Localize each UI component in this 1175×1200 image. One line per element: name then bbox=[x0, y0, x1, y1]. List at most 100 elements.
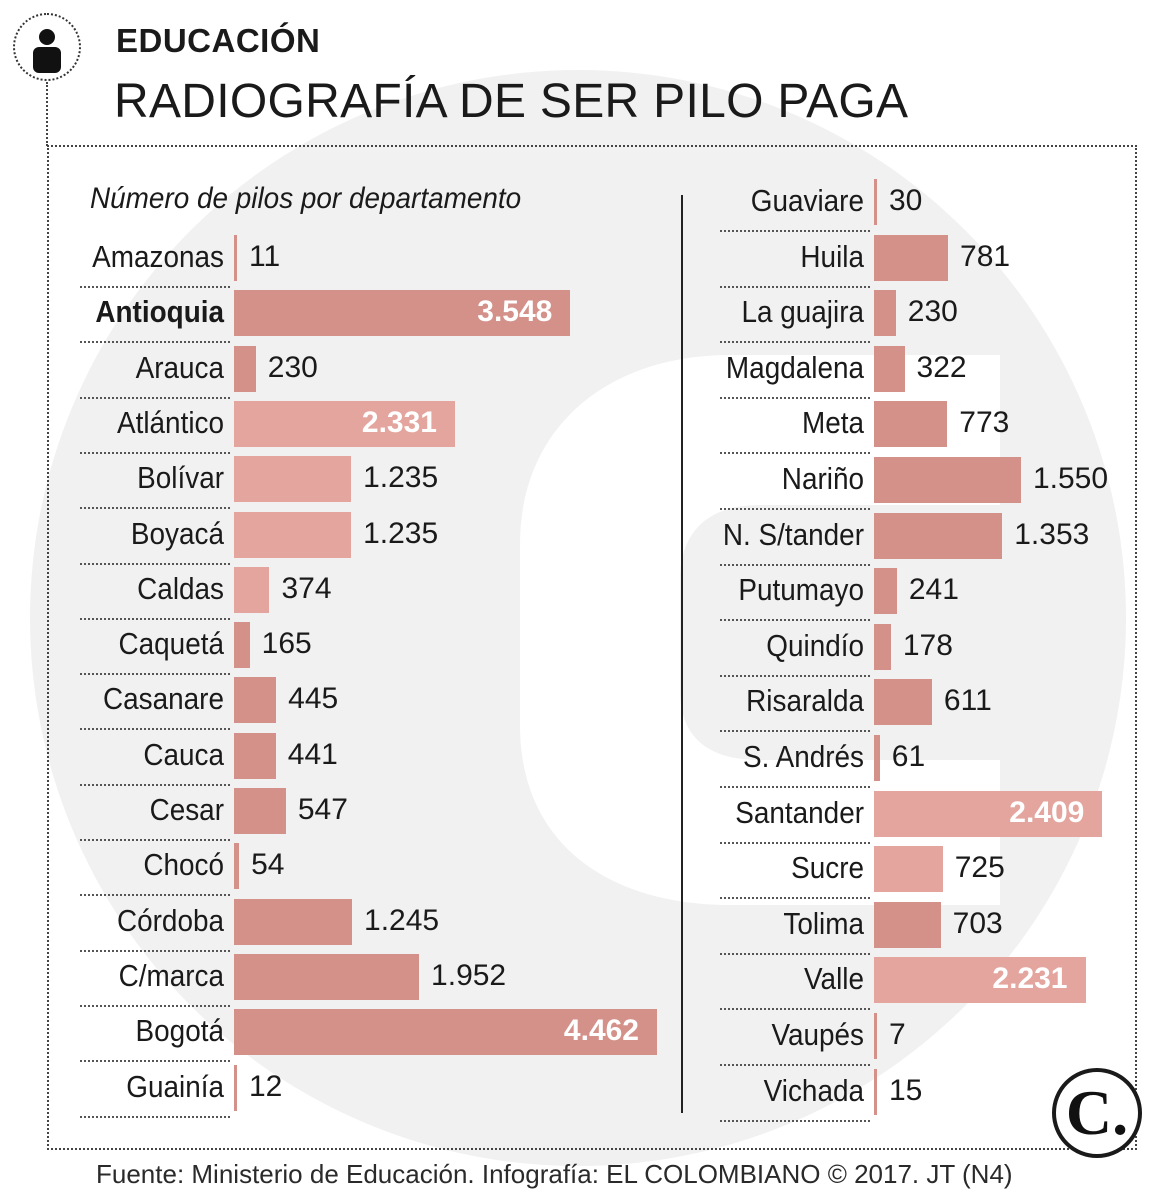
chart-row: N. S/tander 1.353 bbox=[0, 511, 1175, 566]
bar bbox=[874, 234, 949, 281]
chart-row: Chocó 54 bbox=[0, 841, 1175, 897]
bar bbox=[874, 846, 943, 893]
chart-row: Caquetá 165 bbox=[0, 620, 1175, 676]
bar bbox=[234, 345, 256, 392]
header-connector-line bbox=[46, 82, 48, 146]
category-label: Antioquia bbox=[95, 294, 224, 330]
bar bbox=[234, 235, 237, 281]
chart-frame bbox=[47, 145, 1137, 1150]
value-label: 1.235 bbox=[363, 516, 439, 550]
row-separator bbox=[80, 451, 230, 454]
page-title: RADIOGRAFÍA DE SER PILO PAGA bbox=[114, 75, 909, 128]
chart-title: Número de pilos por departamento bbox=[90, 182, 522, 215]
chart-row: La guajira 230 bbox=[0, 288, 1175, 344]
category-label: Risaralda bbox=[746, 683, 864, 719]
value-label: 12 bbox=[249, 1069, 283, 1103]
category-label: Caquetá bbox=[118, 626, 224, 662]
value-label: 445 bbox=[288, 682, 339, 716]
row-separator bbox=[80, 341, 230, 344]
bar bbox=[874, 735, 880, 781]
section-label: EDUCACIÓN bbox=[116, 22, 321, 59]
bar bbox=[874, 512, 1003, 559]
chart-row: Bolívar 1.235 bbox=[0, 454, 1175, 510]
bar bbox=[874, 290, 896, 337]
category-label: Boyacá bbox=[130, 515, 224, 551]
bar bbox=[234, 456, 352, 503]
bar bbox=[874, 790, 1103, 837]
row-separator bbox=[80, 894, 230, 897]
value-label: 1.353 bbox=[1014, 517, 1090, 551]
category-label: Atlántico bbox=[116, 404, 224, 440]
row-separator bbox=[720, 730, 870, 733]
row-separator bbox=[720, 619, 870, 622]
value-label: 7 bbox=[889, 1018, 906, 1051]
chart-row: Vaupés 7 bbox=[0, 1011, 1175, 1066]
value-label: 547 bbox=[297, 793, 348, 826]
value-label: 703 bbox=[952, 906, 1003, 940]
category-label: Nariño bbox=[781, 461, 864, 496]
category-label: Guainía bbox=[126, 1068, 224, 1104]
bar bbox=[874, 568, 897, 615]
chart-row: Bogotá 4.462 bbox=[0, 1007, 1175, 1063]
category-label: Vichada bbox=[763, 1072, 864, 1108]
chart-row: S. Andrés 61 bbox=[0, 733, 1175, 788]
bar bbox=[234, 566, 270, 613]
category-label: Putumayo bbox=[738, 572, 864, 608]
bar bbox=[234, 1009, 657, 1056]
bar bbox=[234, 1064, 237, 1111]
chart-row: Tolima 703 bbox=[0, 900, 1175, 955]
category-label: Magdalena bbox=[725, 349, 864, 385]
value-label: 61 bbox=[891, 740, 926, 773]
chart-row: Quindío 178 bbox=[0, 622, 1175, 677]
bar bbox=[874, 1068, 877, 1115]
row-separator bbox=[720, 563, 870, 566]
category-label: Cauca bbox=[143, 736, 224, 772]
value-label: 2.231 bbox=[992, 962, 1068, 996]
chart-row: Sucre 725 bbox=[0, 844, 1175, 900]
bar bbox=[874, 623, 891, 670]
category-label: Sucre bbox=[791, 850, 864, 886]
chart-row: Antioquia 3.548 bbox=[0, 288, 1175, 344]
chart-row: Guainía 12 bbox=[0, 1063, 1175, 1118]
chart-row: Atlántico 2.331 bbox=[0, 399, 1175, 454]
row-separator bbox=[80, 783, 230, 786]
value-label: 230 bbox=[267, 350, 318, 384]
row-separator bbox=[80, 286, 230, 288]
chart-row: Guaviare 30 bbox=[0, 177, 1175, 232]
value-label: 30 bbox=[889, 184, 923, 217]
value-label: 11 bbox=[249, 240, 281, 273]
row-separator bbox=[80, 1060, 230, 1063]
value-label: 441 bbox=[287, 737, 338, 771]
chart-row: Putumayo 241 bbox=[0, 566, 1175, 622]
value-label: 4.462 bbox=[563, 1014, 639, 1048]
bar bbox=[234, 622, 250, 669]
row-separator bbox=[80, 728, 230, 731]
chart-row: Cauca 441 bbox=[0, 731, 1175, 786]
chart-row: Magdalena 322 bbox=[0, 344, 1175, 399]
row-separator bbox=[720, 508, 870, 510]
row-separator bbox=[720, 452, 870, 455]
value-label: 1.235 bbox=[363, 461, 439, 495]
bar bbox=[234, 732, 276, 779]
chart-row: Meta 773 bbox=[0, 399, 1175, 455]
row-separator bbox=[80, 1004, 230, 1007]
category-label: La guajira bbox=[741, 294, 864, 330]
category-label: Amazonas bbox=[92, 239, 224, 274]
category-label: Caldas bbox=[137, 570, 224, 606]
category-label: Guaviare bbox=[750, 183, 864, 218]
bar bbox=[874, 401, 948, 448]
value-label: 781 bbox=[960, 239, 1011, 273]
value-label: 374 bbox=[281, 571, 332, 605]
chart-row: Cesar 547 bbox=[0, 786, 1175, 841]
category-label: Córdoba bbox=[116, 902, 224, 938]
bar bbox=[874, 179, 877, 225]
category-label: Quindío bbox=[766, 627, 864, 663]
bar bbox=[234, 953, 420, 1000]
category-label: S. Andrés bbox=[743, 739, 864, 774]
value-label: 165 bbox=[261, 627, 312, 661]
row-separator bbox=[80, 839, 230, 841]
chart-row: Córdoba 1.245 bbox=[0, 897, 1175, 952]
row-separator bbox=[720, 1008, 870, 1011]
row-separator bbox=[80, 949, 230, 952]
row-separator bbox=[80, 617, 230, 620]
